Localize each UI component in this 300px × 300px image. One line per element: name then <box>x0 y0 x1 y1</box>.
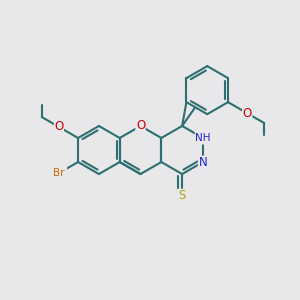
Text: O: O <box>54 120 64 134</box>
FancyBboxPatch shape <box>51 167 67 180</box>
Text: O: O <box>136 119 145 133</box>
FancyBboxPatch shape <box>198 155 208 169</box>
FancyBboxPatch shape <box>135 119 146 133</box>
FancyBboxPatch shape <box>177 189 187 202</box>
Text: N: N <box>199 155 207 169</box>
FancyBboxPatch shape <box>242 107 252 120</box>
FancyBboxPatch shape <box>195 131 211 145</box>
Text: NH: NH <box>195 133 211 143</box>
Text: Br: Br <box>53 168 65 178</box>
Text: O: O <box>243 107 252 120</box>
Text: S: S <box>178 189 186 202</box>
FancyBboxPatch shape <box>54 120 64 134</box>
